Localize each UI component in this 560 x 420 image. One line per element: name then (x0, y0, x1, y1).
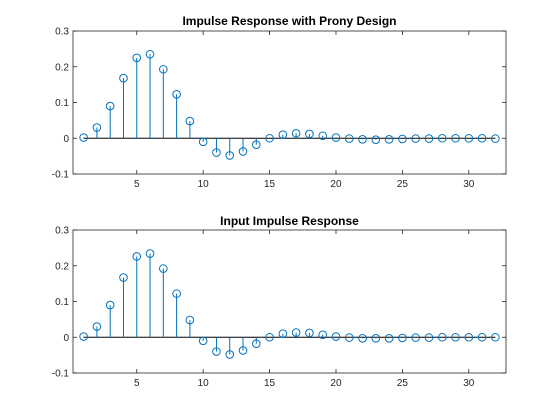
stem-marker (437, 133, 447, 143)
x-tick-label: 20 (330, 179, 342, 190)
x-tick-label: 25 (397, 378, 409, 389)
stem-marker (424, 134, 434, 143)
x-tick-label: 10 (198, 179, 210, 190)
stem-marker (172, 289, 181, 298)
stem-marker (119, 273, 128, 282)
stem-marker (145, 249, 155, 258)
stem-marker (464, 332, 474, 342)
x-tick-label: 30 (463, 179, 475, 190)
stem-marker (212, 347, 221, 356)
stem-marker (451, 332, 460, 342)
stem-marker (305, 328, 314, 338)
y-tick-label: 0 (63, 333, 69, 344)
stem-marker (105, 101, 115, 111)
x-tick-label: 15 (264, 378, 276, 389)
y-tick-label: 0.3 (55, 226, 69, 237)
x-tick-label: 15 (264, 179, 276, 190)
stem-marker (291, 328, 301, 337)
stem-marker (119, 73, 128, 83)
stem-marker (464, 133, 474, 143)
stem-marker (251, 339, 261, 348)
stem-marker (371, 334, 381, 343)
stem-marker (398, 134, 407, 144)
stem-marker (92, 322, 102, 331)
stem-marker (477, 133, 487, 143)
plot-area (72, 229, 507, 374)
chart-input-impulse: Input Impulse Response -0.1 0 0.1 0.2 0.3 5 10… (52, 214, 507, 389)
stem-marks (79, 49, 500, 160)
stem-marker (159, 264, 168, 273)
stem-marker (198, 336, 208, 346)
stem-marker (132, 252, 142, 261)
stem-marker (278, 329, 288, 338)
stem-marker (491, 332, 500, 342)
stem-marker (79, 332, 88, 341)
stem-marker (477, 332, 487, 342)
stem-marker (371, 135, 381, 144)
stem-marker (172, 89, 181, 99)
stem-marker (278, 130, 288, 139)
stem-marker (344, 134, 354, 143)
y-tick-label: 0.1 (55, 297, 69, 308)
stem-marker (225, 151, 235, 160)
stem-marker (225, 350, 235, 359)
stem-marker (318, 330, 328, 340)
y-tick-label: 0.2 (55, 62, 69, 73)
chart-prony-design: Impulse Response with Prony Design -0.1 0… (52, 14, 507, 190)
stem-marker (159, 64, 168, 74)
stem-marker (212, 148, 221, 157)
stem-marker (145, 49, 155, 59)
stem-marker (437, 332, 447, 342)
y-tick-label: 0.2 (55, 261, 69, 272)
axis-ticks: -0.1 0 0.1 0.2 0.3 5 10 15 20 25 30 (52, 226, 506, 389)
stem-marker (132, 53, 142, 63)
stem-marker (79, 133, 88, 142)
stem-marker (92, 123, 102, 132)
stem-marker (331, 332, 341, 341)
x-tick-label: 5 (134, 179, 140, 190)
x-tick-label: 5 (134, 378, 140, 389)
plot-area (72, 30, 507, 175)
y-tick-label: -0.1 (52, 170, 70, 181)
stem-marker (305, 129, 314, 139)
y-tick-label: 0 (63, 134, 69, 145)
stem-marker (331, 133, 341, 142)
chart-title: Input Impulse Response (220, 214, 359, 228)
stem-marker (238, 147, 248, 156)
x-tick-label: 10 (198, 378, 210, 389)
stem-marker (358, 334, 367, 343)
x-tick-label: 25 (397, 179, 409, 190)
x-tick-label: 30 (463, 378, 475, 389)
stem-marker (318, 131, 328, 141)
stem-marker (491, 134, 500, 143)
stem-marker (344, 333, 354, 342)
y-tick-label: 0.3 (55, 27, 69, 38)
stem-marker (185, 315, 195, 325)
stem-marker (251, 140, 261, 149)
x-tick-label: 20 (330, 378, 342, 389)
stem-marker (238, 346, 248, 355)
stem-marker (198, 137, 208, 147)
stem-marker (384, 135, 394, 144)
y-tick-label: 0.1 (55, 98, 69, 109)
stem-marker (398, 333, 407, 343)
stem-marker (291, 128, 301, 138)
stem-marker (424, 333, 434, 342)
stem-marker (265, 133, 274, 143)
stem-marks (79, 249, 500, 359)
stem-marker (358, 135, 367, 144)
stem-marker (411, 134, 420, 143)
stem-marker (105, 300, 115, 310)
stem-marker (451, 133, 460, 143)
y-tick-label: -0.1 (52, 369, 70, 380)
axis-ticks: -0.1 0 0.1 0.2 0.3 5 10 15 20 25 30 (52, 27, 506, 190)
chart-title: Impulse Response with Prony Design (182, 14, 396, 28)
stem-marker (265, 332, 274, 342)
stem-marker (411, 333, 420, 342)
stem-marker (384, 334, 394, 343)
stem-marker (185, 116, 195, 126)
